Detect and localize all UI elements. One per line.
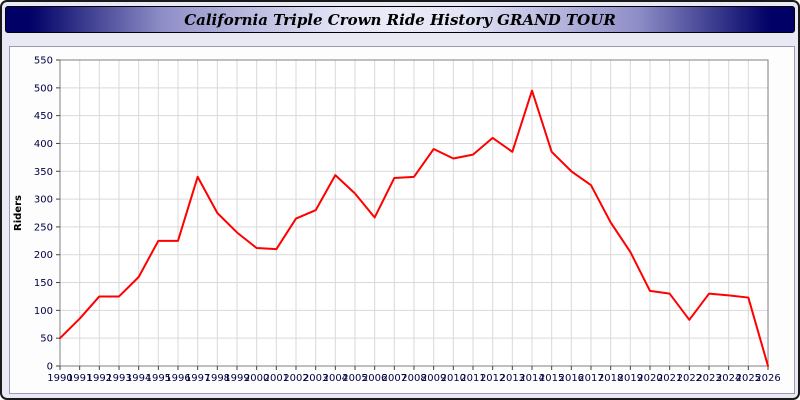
svg-text:2023: 2023: [696, 373, 721, 384]
svg-text:400: 400: [34, 139, 53, 150]
svg-text:200: 200: [34, 250, 53, 261]
svg-text:2015: 2015: [539, 373, 564, 384]
svg-text:2000: 2000: [244, 373, 269, 384]
svg-text:2006: 2006: [362, 373, 387, 384]
svg-text:2013: 2013: [500, 373, 525, 384]
svg-text:50: 50: [40, 334, 53, 345]
svg-text:350: 350: [34, 167, 53, 178]
gridlines: [59, 59, 769, 367]
svg-text:2007: 2007: [382, 373, 407, 384]
svg-text:2005: 2005: [342, 373, 367, 384]
svg-text:2022: 2022: [677, 373, 702, 384]
svg-text:300: 300: [34, 195, 53, 206]
svg-text:2008: 2008: [401, 373, 426, 384]
x-axis-labels: 1990199119921993199419951996199719981999…: [47, 366, 781, 384]
y-axis-labels: 0 50 100 150 200 250 300 350 400 450 500 550: [34, 56, 60, 373]
svg-text:2024: 2024: [716, 373, 741, 384]
svg-text:2018: 2018: [598, 373, 623, 384]
riders-line-series: [59, 89, 769, 367]
svg-text:1990: 1990: [47, 373, 72, 384]
svg-text:1999: 1999: [224, 373, 249, 384]
chart-panel: 0 50 100 150 200 250 300 350 400 450 500 550 1990 199…: [9, 46, 795, 394]
ride-history-chart: 0501001502002503003504004505005501990199…: [13, 56, 781, 385]
svg-text:1994: 1994: [126, 373, 151, 384]
svg-text:2003: 2003: [303, 373, 328, 384]
svg-text:0: 0: [47, 362, 53, 373]
svg-text:2016: 2016: [559, 373, 584, 384]
svg-text:550: 550: [34, 56, 53, 67]
svg-text:1997: 1997: [185, 373, 210, 384]
svg-text:2012: 2012: [480, 373, 505, 384]
svg-text:1992: 1992: [87, 373, 112, 384]
svg-text:2010: 2010: [441, 373, 466, 384]
chart-title: California Triple Crown Ride History GRA…: [184, 10, 616, 29]
svg-text:2017: 2017: [578, 373, 603, 384]
svg-text:2009: 2009: [421, 373, 446, 384]
svg-text:1996: 1996: [165, 373, 190, 384]
svg-text:1995: 1995: [146, 373, 171, 384]
svg-text:1998: 1998: [205, 373, 230, 384]
svg-text:2014: 2014: [519, 373, 544, 384]
svg-text:1993: 1993: [106, 373, 131, 384]
svg-text:2002: 2002: [283, 373, 308, 384]
svg-text:2001: 2001: [264, 373, 289, 384]
svg-text:2004: 2004: [323, 373, 348, 384]
title-bar: California Triple Crown Ride History GRA…: [5, 6, 795, 33]
svg-text:2019: 2019: [618, 373, 643, 384]
y-axis-title: Riders: [13, 195, 24, 231]
svg-text:150: 150: [34, 278, 53, 289]
svg-text:2025: 2025: [736, 373, 761, 384]
svg-text:450: 450: [34, 111, 53, 122]
svg-text:2026: 2026: [755, 373, 780, 384]
svg-text:2021: 2021: [657, 373, 682, 384]
svg-text:2020: 2020: [637, 373, 662, 384]
svg-text:500: 500: [34, 83, 53, 94]
svg-text:1991: 1991: [67, 373, 92, 384]
svg-text:2011: 2011: [460, 373, 485, 384]
svg-text:250: 250: [34, 222, 53, 233]
svg-text:100: 100: [34, 306, 53, 317]
